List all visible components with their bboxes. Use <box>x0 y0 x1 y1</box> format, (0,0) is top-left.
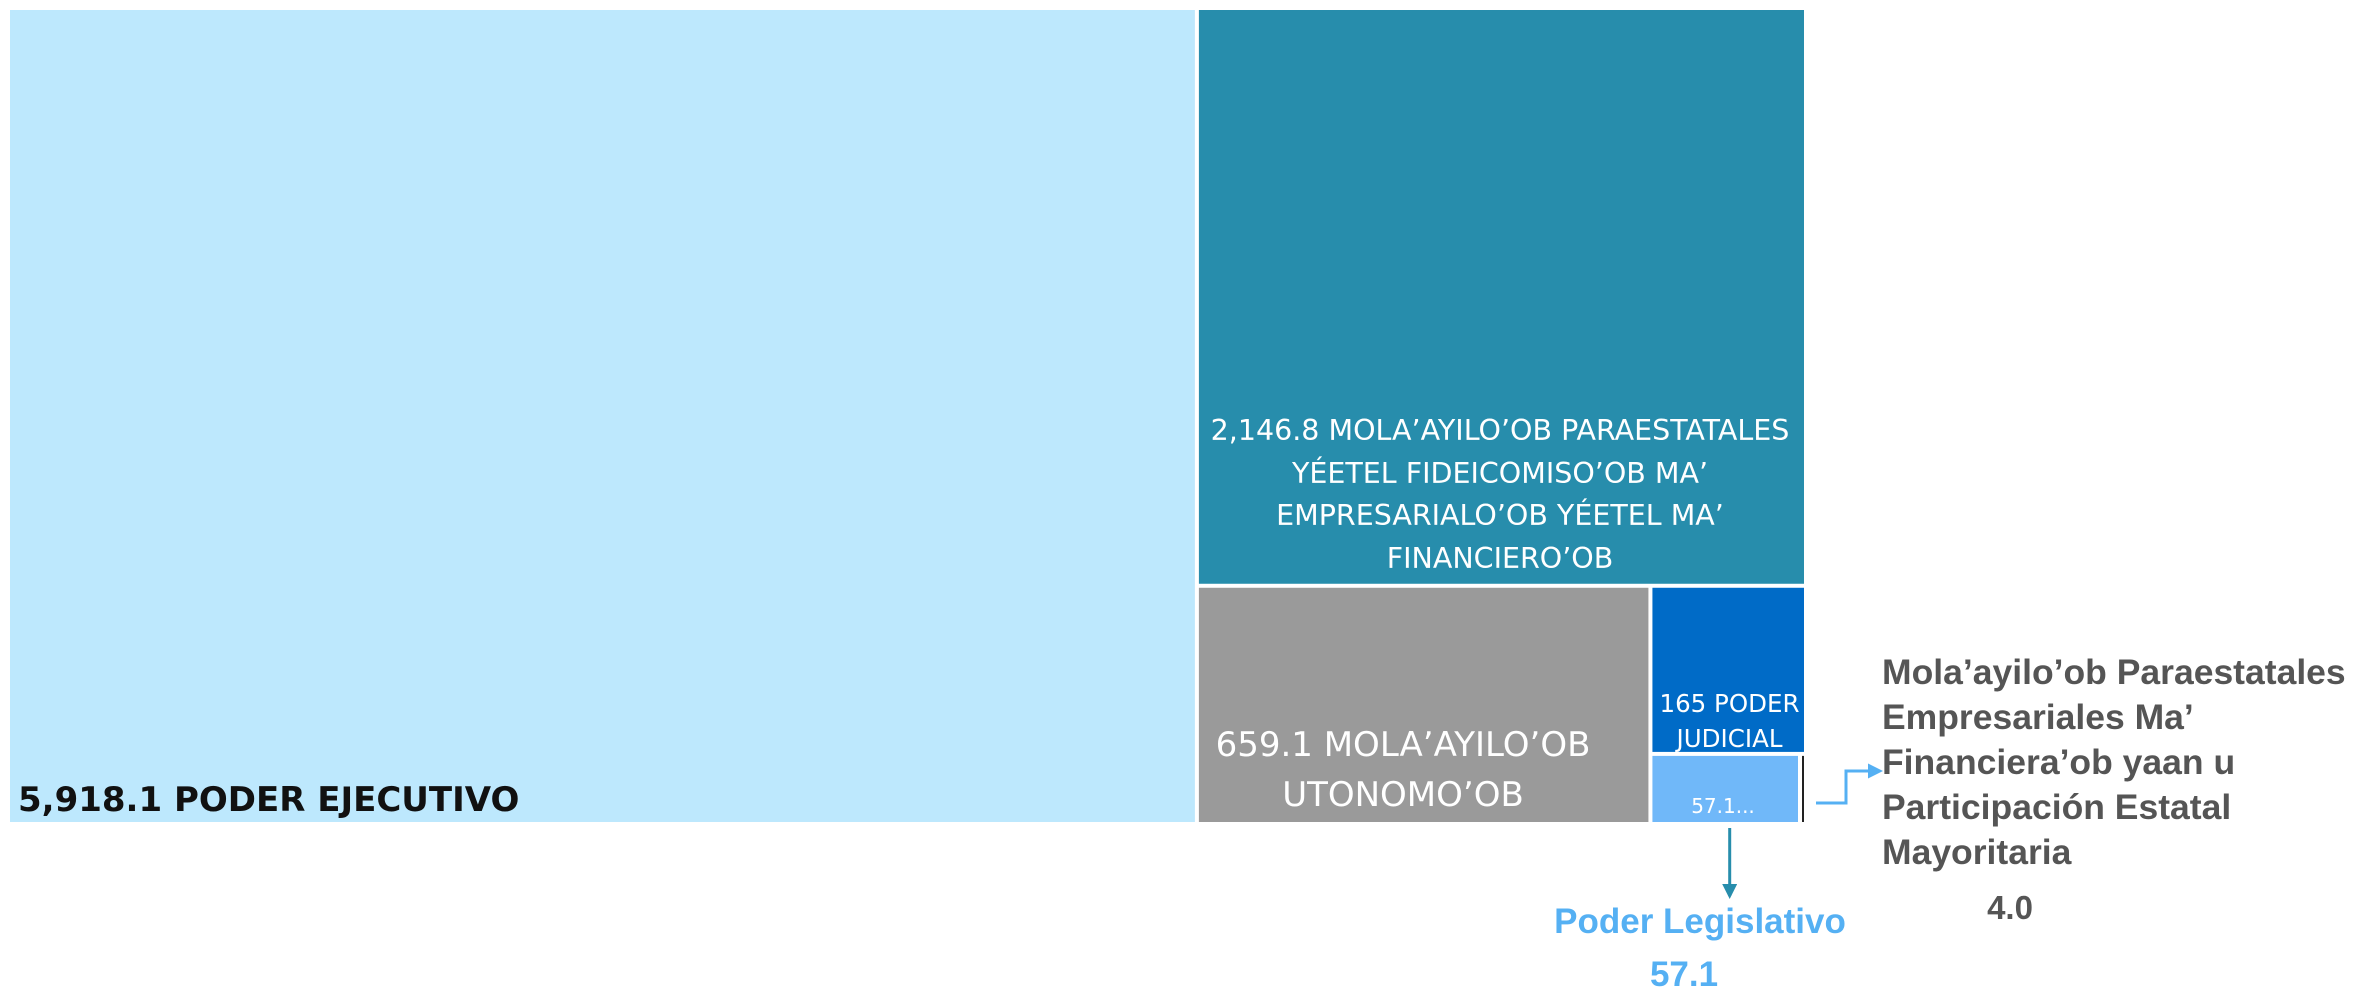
callout-arrow-paraestatales-empresariales <box>1816 763 1883 805</box>
callout-legislativo-value: 57.1 <box>1649 955 1719 994</box>
tile-legislativo <box>1652 755 1798 822</box>
callout-paraestatales-empresariales-name: Mola’ayilo’ob Paraestatales Empresariale… <box>1882 652 2346 872</box>
callout-legislativo-name: Poder Legislativo <box>1554 902 1846 941</box>
tile-ejecutivo <box>10 10 1195 822</box>
tile-paraestatales <box>1198 10 1804 584</box>
tile-autonomos <box>1198 587 1649 822</box>
tile-judicial <box>1652 587 1804 752</box>
callout-paraestatales-empresariales-value: 4.0 <box>1987 889 2033 926</box>
tile-paraestatales-empresariales <box>1802 755 1804 822</box>
